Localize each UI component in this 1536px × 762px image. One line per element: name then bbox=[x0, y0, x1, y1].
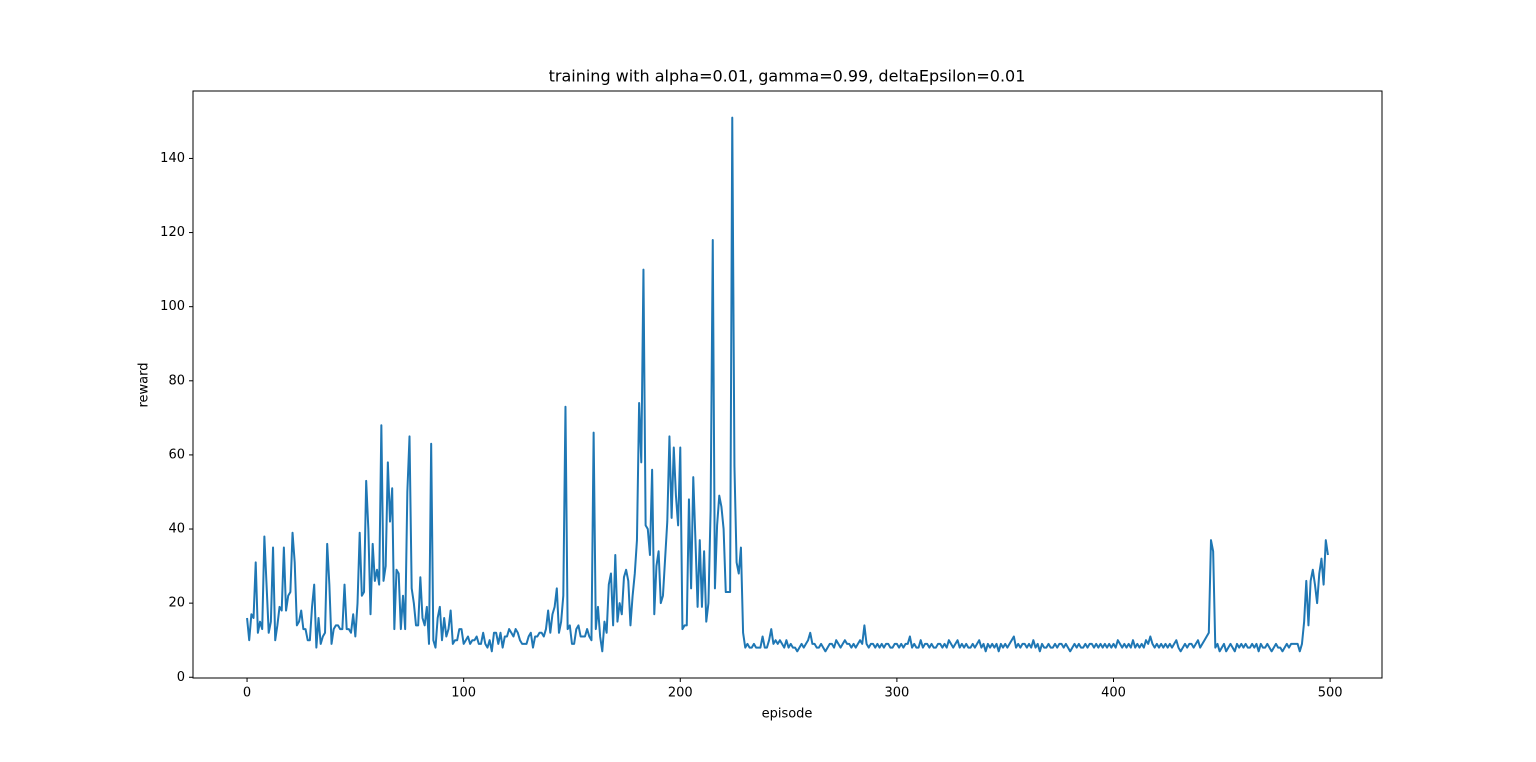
y-tick-label: 20 bbox=[168, 596, 185, 611]
x-tick-label: 400 bbox=[1101, 686, 1126, 701]
y-tick-label: 120 bbox=[160, 225, 185, 240]
y-tick-label: 60 bbox=[168, 447, 185, 462]
x-axis-label: episode bbox=[762, 707, 813, 722]
y-tick-label: 80 bbox=[168, 373, 185, 388]
y-tick-label: 40 bbox=[168, 522, 185, 537]
chart-title: training with alpha=0.01, gamma=0.99, de… bbox=[549, 67, 1026, 86]
y-tick-label: 100 bbox=[160, 299, 185, 314]
x-tick-label: 100 bbox=[451, 686, 476, 701]
x-tick-label: 200 bbox=[668, 686, 693, 701]
plot-frame bbox=[192, 90, 1383, 679]
y-axis-label: reward bbox=[137, 362, 152, 407]
x-tick-label: 500 bbox=[1318, 686, 1343, 701]
y-tick-label: 140 bbox=[160, 151, 185, 166]
x-tick-label: 300 bbox=[884, 686, 909, 701]
line-series bbox=[246, 116, 1329, 653]
x-tick-label: 0 bbox=[243, 686, 251, 701]
y-tick-label: 0 bbox=[177, 670, 185, 685]
